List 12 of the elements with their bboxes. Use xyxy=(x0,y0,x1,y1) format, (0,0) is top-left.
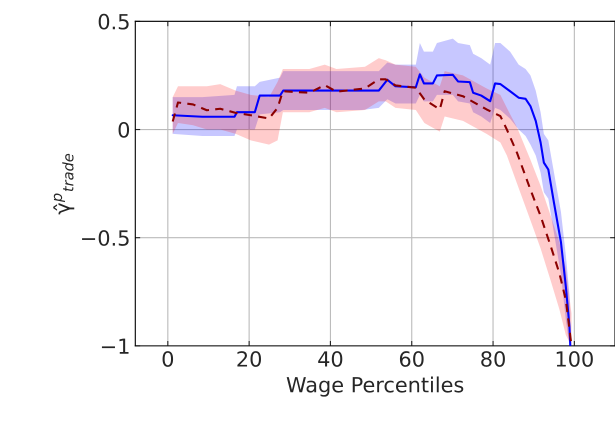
x-axis-title: Wage Percentiles xyxy=(286,376,464,397)
y-tick-label: 0 xyxy=(118,122,130,138)
y-tick-label: −0.5 xyxy=(82,230,129,246)
x-tick-label: 100 xyxy=(556,351,593,367)
y-tick-label: 0.5 xyxy=(98,14,129,30)
y-axis-title: γ̂$^{p}$$_{trade}$ xyxy=(53,154,74,214)
y-tick-label: −1 xyxy=(102,338,129,354)
x-tick-label: 80 xyxy=(481,351,505,367)
x-tick-label: 40 xyxy=(318,351,342,367)
x-tick-label: 0 xyxy=(162,351,174,367)
x-tick-label: 60 xyxy=(400,351,424,367)
x-tick-label: 20 xyxy=(237,351,261,367)
